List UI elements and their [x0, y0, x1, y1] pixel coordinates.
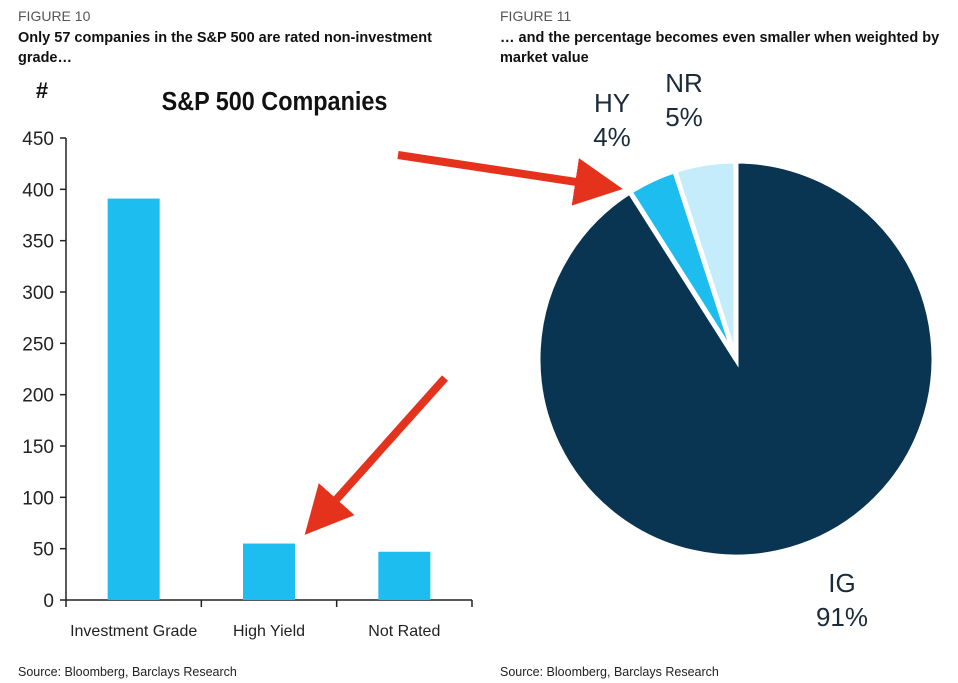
y-axis-label: # — [36, 78, 48, 103]
pie-value-nr: 5% — [665, 102, 703, 132]
bar-chart-title: S&P 500 Companies — [162, 88, 388, 116]
y-tick-label: 300 — [22, 283, 54, 304]
y-tick-label: 350 — [22, 232, 54, 253]
bar-chart: S&P 500 Companies # 0 50 100 150 200 250 300 35… — [22, 78, 473, 640]
pie-chart: IG 91% HY 4% NR 5% — [535, 70, 937, 632]
bar-investment-grade — [107, 198, 160, 600]
y-tick-label: 450 — [22, 129, 54, 150]
pie-label-ig: IG — [828, 568, 855, 598]
y-tick-label: 400 — [22, 180, 54, 201]
figure11-source: Source: Bloomberg, Barclays Research — [500, 665, 719, 679]
y-tick-label: 200 — [22, 386, 54, 407]
x-category-label: Not Rated — [368, 623, 440, 640]
pie-value-ig: 91% — [816, 602, 868, 632]
figure10-title: Only 57 companies in the S&P 500 are rat… — [18, 30, 432, 66]
y-tick-label: 0 — [43, 591, 54, 612]
x-category-label: Investment Grade — [70, 623, 197, 640]
bar-not-rated — [378, 551, 431, 600]
pie-slice-nr — [671, 158, 739, 360]
y-tick-label: 100 — [22, 488, 54, 509]
pie-label-nr: NR — [665, 70, 703, 98]
bar-high-yield — [243, 543, 295, 600]
figure11-title: … and the percentage becomes even smalle… — [500, 30, 940, 66]
pie-label-hy: HY — [594, 88, 630, 118]
figure10-label: FIGURE 10 — [18, 8, 91, 24]
figure11-label: FIGURE 11 — [500, 8, 572, 24]
figure10-source: Source: Bloomberg, Barclays Research — [18, 665, 237, 679]
pie-value-hy: 4% — [593, 122, 631, 152]
y-tick-label: 250 — [22, 334, 54, 355]
y-tick-label: 50 — [33, 540, 54, 561]
y-tick-label: 150 — [22, 437, 54, 458]
x-category-label: High Yield — [233, 623, 305, 640]
